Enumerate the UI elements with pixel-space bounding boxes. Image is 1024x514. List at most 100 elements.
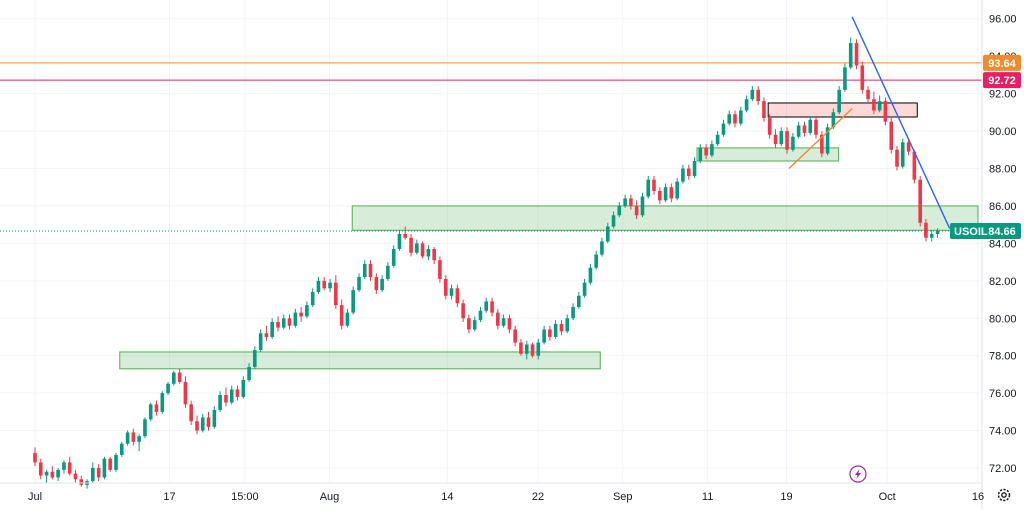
candle-body bbox=[883, 101, 888, 122]
candle-body bbox=[403, 234, 408, 238]
candle-body bbox=[183, 381, 188, 405]
candle-body bbox=[339, 305, 344, 326]
candle-body bbox=[409, 237, 413, 253]
candle-body bbox=[478, 310, 483, 321]
candle-body bbox=[507, 318, 512, 330]
y-tick-label: 90.00 bbox=[989, 126, 1017, 138]
candle-body bbox=[281, 318, 286, 328]
candle-body bbox=[426, 248, 431, 257]
candle-body bbox=[484, 301, 489, 311]
candle-body bbox=[600, 241, 604, 255]
candle-body bbox=[582, 282, 587, 296]
candle-body bbox=[594, 254, 598, 268]
support-zone[interactable] bbox=[696, 147, 840, 162]
candle-body bbox=[357, 277, 361, 291]
candle-body bbox=[397, 234, 402, 249]
candle-body bbox=[924, 222, 928, 238]
candle-body bbox=[229, 389, 234, 403]
candle-body bbox=[733, 114, 737, 124]
candle-body bbox=[617, 205, 622, 216]
candle-body bbox=[553, 323, 558, 337]
candle-body bbox=[443, 278, 448, 296]
candle-body bbox=[91, 468, 95, 482]
candle-body bbox=[704, 147, 708, 156]
candle-body bbox=[420, 243, 425, 257]
last-price-label: 84.66 bbox=[988, 226, 1016, 238]
support-zone[interactable] bbox=[351, 205, 979, 231]
candle-body bbox=[808, 119, 813, 133]
candle-body bbox=[773, 134, 778, 145]
candle-body bbox=[652, 179, 656, 191]
candle-body bbox=[646, 179, 651, 197]
symbol-label: USOIL bbox=[954, 226, 988, 238]
price-level-tag-label: 92.72 bbox=[988, 75, 1016, 87]
candle-body bbox=[872, 99, 876, 111]
x-tick-label: Oct bbox=[879, 491, 896, 503]
candle-body bbox=[368, 263, 373, 278]
candle-body bbox=[802, 125, 807, 133]
y-tick-label: 76.00 bbox=[989, 388, 1017, 400]
candle-body bbox=[172, 372, 176, 384]
candle-body bbox=[467, 318, 471, 330]
candle-body bbox=[154, 404, 159, 412]
candle-body bbox=[524, 344, 529, 354]
candle-body bbox=[681, 168, 685, 182]
candle-body bbox=[548, 329, 552, 337]
candle-body bbox=[177, 372, 182, 382]
candle-body bbox=[67, 462, 72, 474]
candle-body bbox=[669, 187, 674, 199]
y-tick-label: 88.00 bbox=[989, 163, 1017, 175]
candle-body bbox=[241, 380, 246, 397]
candle-body bbox=[432, 248, 436, 261]
candle-body bbox=[148, 404, 153, 420]
price-level-tag bbox=[983, 72, 1021, 89]
candle-body bbox=[866, 89, 870, 100]
candle-body bbox=[785, 131, 789, 150]
candle-body bbox=[328, 282, 332, 289]
candle-body bbox=[814, 119, 818, 135]
candle-body bbox=[415, 243, 419, 253]
price-level-tag-label: 93.64 bbox=[988, 58, 1016, 70]
candle-body bbox=[929, 234, 934, 238]
candle-body bbox=[166, 383, 170, 394]
candle-body bbox=[825, 127, 830, 154]
trendline[interactable] bbox=[851, 16, 951, 229]
candle-body bbox=[820, 134, 824, 154]
candle-body bbox=[721, 123, 726, 135]
trendline[interactable] bbox=[788, 108, 853, 169]
candle-body bbox=[490, 301, 494, 313]
x-tick-label: 22 bbox=[532, 491, 544, 503]
candle-body bbox=[114, 454, 118, 470]
candle-body bbox=[235, 389, 240, 397]
y-tick-label: 78.00 bbox=[989, 351, 1017, 363]
candle-body bbox=[96, 468, 101, 478]
settings-gear-icon[interactable] bbox=[997, 488, 1011, 502]
candle-body bbox=[767, 117, 772, 135]
candle-body bbox=[143, 419, 147, 437]
candle-body bbox=[698, 147, 703, 161]
candle-body bbox=[258, 333, 263, 351]
candle-body bbox=[316, 280, 321, 293]
candle-body bbox=[519, 342, 523, 354]
candle-body bbox=[189, 404, 193, 422]
candle-body bbox=[791, 136, 795, 150]
candle-body bbox=[744, 99, 749, 111]
candle-body bbox=[571, 307, 575, 319]
candle-body bbox=[287, 318, 292, 326]
candle-body bbox=[62, 462, 66, 470]
y-tick-label: 82.00 bbox=[989, 276, 1017, 288]
lightning-icon[interactable] bbox=[849, 465, 867, 483]
candle-body bbox=[501, 318, 506, 326]
support-zone[interactable] bbox=[119, 351, 601, 370]
candle-body bbox=[658, 190, 662, 201]
y-tick-label: 92.00 bbox=[989, 89, 1017, 101]
candle-body bbox=[33, 453, 37, 463]
candle-body bbox=[843, 67, 847, 90]
x-tick-label: 14 bbox=[441, 491, 453, 503]
candle-body bbox=[686, 168, 691, 176]
candle-body bbox=[293, 312, 298, 326]
candle-body bbox=[663, 187, 668, 201]
candle-body bbox=[461, 303, 465, 319]
